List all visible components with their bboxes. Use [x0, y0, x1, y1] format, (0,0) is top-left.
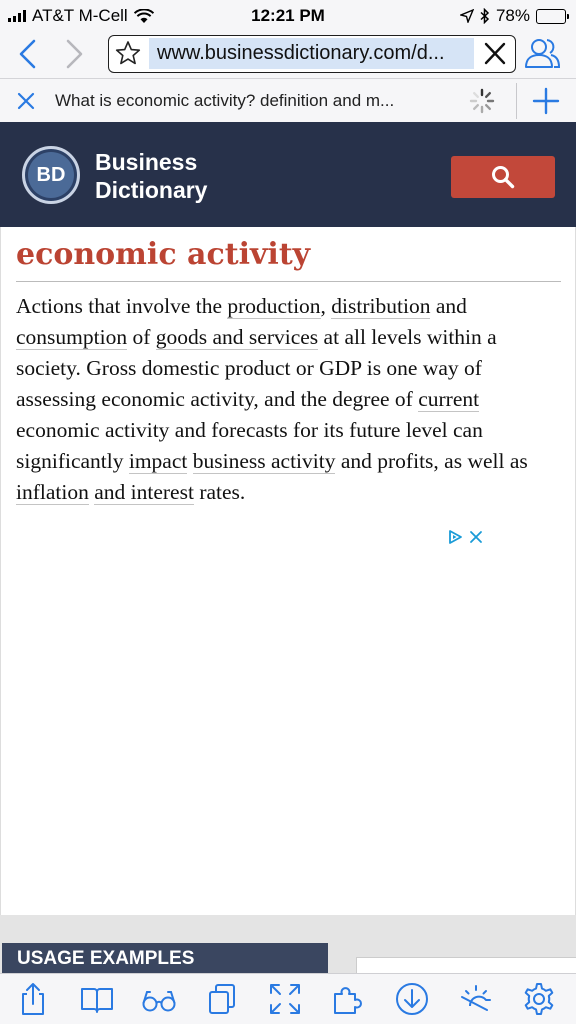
share-icon[interactable] — [14, 980, 52, 1018]
search-icon — [490, 164, 516, 190]
loading-spinner-icon — [468, 87, 496, 115]
definition-text: Actions that involve the — [16, 294, 227, 318]
close-ad-icon[interactable] — [469, 530, 483, 544]
link-inflation[interactable]: inflation — [16, 480, 89, 505]
link-interest-rates[interactable]: and interest — [94, 480, 194, 505]
location-arrow-icon — [460, 9, 474, 23]
bluetooth-icon — [480, 8, 490, 24]
back-icon[interactable] — [10, 36, 46, 72]
tab-bar: What is economic activity? definition an… — [0, 78, 576, 122]
site-logo[interactable]: BD — [22, 146, 80, 204]
bottom-toolbar — [0, 973, 576, 1024]
settings-gear-icon[interactable] — [520, 980, 558, 1018]
ad-choices[interactable] — [447, 529, 483, 545]
definition-text — [187, 449, 192, 473]
link-business-activity[interactable]: business activity — [193, 449, 336, 474]
usage-examples-heading: USAGE EXAMPLES — [2, 943, 328, 973]
status-bar: AT&T M-Cell 12:21 PM 78% — [0, 0, 576, 34]
site-header: BD Business Dictionary — [0, 122, 576, 227]
link-production[interactable]: production — [227, 294, 320, 319]
link-consumption[interactable]: consumption — [16, 325, 127, 350]
address-bar[interactable]: www.businessdictionary.com/d... — [108, 35, 516, 73]
link-current[interactable]: current — [418, 387, 479, 412]
term-definition: Actions that involve the production, dis… — [16, 291, 564, 508]
article-content: economic activity Actions that involve t… — [0, 227, 576, 915]
new-tab-icon[interactable] — [530, 85, 562, 117]
browser-toolbar: www.businessdictionary.com/d... — [0, 34, 576, 78]
usage-examples-panel — [356, 957, 576, 973]
downloads-icon[interactable] — [393, 980, 431, 1018]
bookmark-star-icon[interactable] — [109, 36, 149, 71]
extensions-puzzle-icon[interactable] — [330, 980, 368, 1018]
site-name[interactable]: Business Dictionary — [95, 148, 207, 204]
clear-url-icon[interactable] — [479, 36, 511, 71]
fullscreen-icon[interactable] — [266, 980, 304, 1018]
battery-percent: 78% — [496, 6, 530, 26]
link-distribution[interactable]: distribution — [331, 294, 430, 319]
night-mode-icon[interactable] — [457, 980, 495, 1018]
adchoices-icon[interactable] — [447, 529, 463, 545]
definition-text: and profits, as well as — [335, 449, 527, 473]
site-name-line1: Business — [95, 148, 207, 176]
definition-text: rates. — [194, 480, 245, 504]
profile-icon[interactable] — [522, 34, 562, 74]
definition-text: and — [430, 294, 466, 318]
url-text[interactable]: www.businessdictionary.com/d... — [149, 38, 474, 69]
tab-divider — [516, 83, 517, 119]
reading-glasses-icon[interactable] — [140, 980, 178, 1018]
tab-title[interactable]: What is economic activity? definition an… — [55, 91, 455, 111]
definition-text: , — [321, 294, 332, 318]
status-right: 78% — [460, 6, 566, 26]
site-name-line2: Dictionary — [95, 176, 207, 204]
link-impact[interactable]: impact — [129, 449, 188, 474]
definition-text: of — [127, 325, 156, 349]
battery-icon — [536, 9, 566, 24]
book-icon[interactable] — [78, 980, 116, 1018]
site-search-button[interactable] — [451, 156, 555, 198]
usage-examples-section: USAGE EXAMPLES — [0, 915, 576, 973]
close-tab-icon[interactable] — [12, 87, 40, 115]
title-divider — [16, 281, 561, 282]
link-goods-and-services[interactable]: goods and services — [156, 325, 318, 350]
tabs-icon[interactable] — [203, 980, 241, 1018]
term-title: economic activity — [16, 237, 310, 272]
forward-icon[interactable] — [56, 36, 92, 72]
